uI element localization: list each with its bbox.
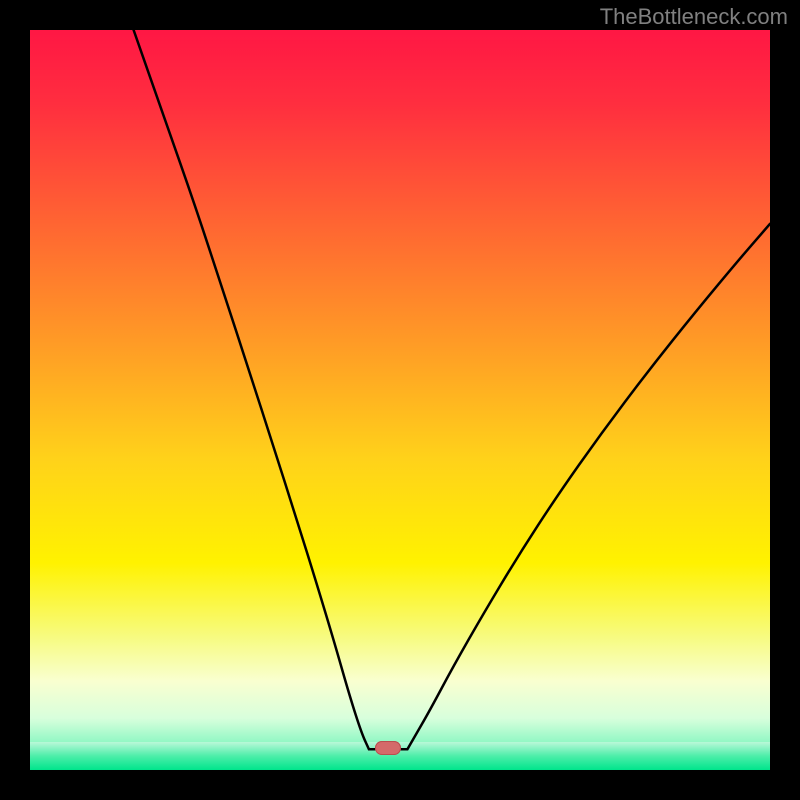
chart-frame: TheBottleneck.com <box>0 0 800 800</box>
watermark-text: TheBottleneck.com <box>600 4 788 30</box>
bottleneck-curve <box>30 30 770 770</box>
optimal-point-marker <box>375 741 401 755</box>
curve-path <box>134 30 770 749</box>
plot-area <box>30 30 770 770</box>
